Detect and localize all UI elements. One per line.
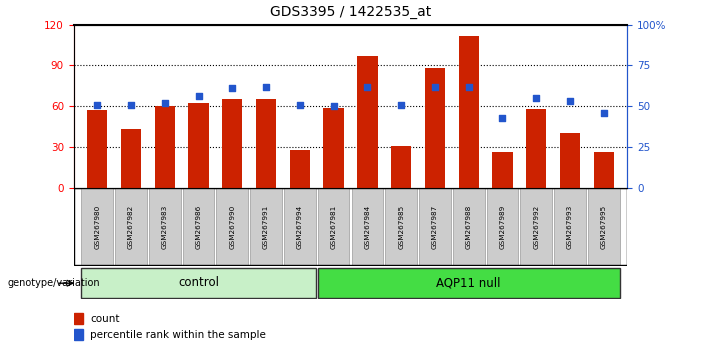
FancyBboxPatch shape	[318, 268, 620, 298]
FancyBboxPatch shape	[115, 188, 147, 265]
FancyBboxPatch shape	[149, 188, 181, 265]
Point	[193, 93, 204, 99]
Bar	[74, 313, 83, 324]
Bar	[358, 56, 378, 188]
Text: GSM267993: GSM267993	[567, 205, 573, 249]
Point	[497, 115, 508, 120]
Point	[159, 100, 170, 106]
Text: GSM267991: GSM267991	[263, 205, 269, 249]
Bar	[594, 152, 614, 188]
Text: GSM267982: GSM267982	[128, 205, 134, 249]
Bar	[560, 133, 580, 188]
FancyBboxPatch shape	[217, 188, 248, 265]
Text: GSM267981: GSM267981	[331, 205, 336, 249]
FancyBboxPatch shape	[351, 188, 383, 265]
Point	[429, 84, 440, 90]
Text: GSM267990: GSM267990	[229, 205, 236, 249]
Text: GSM267995: GSM267995	[601, 205, 607, 249]
Text: GSM267987: GSM267987	[432, 205, 438, 249]
Text: GSM267989: GSM267989	[499, 205, 505, 249]
Point	[395, 102, 407, 107]
FancyBboxPatch shape	[520, 188, 552, 265]
FancyBboxPatch shape	[284, 188, 315, 265]
Bar	[74, 329, 83, 340]
Point	[598, 110, 609, 115]
Bar	[526, 109, 546, 188]
Text: GSM267980: GSM267980	[94, 205, 100, 249]
Bar	[155, 106, 175, 188]
Text: GDS3395 / 1422535_at: GDS3395 / 1422535_at	[270, 5, 431, 19]
FancyBboxPatch shape	[318, 188, 350, 265]
Point	[531, 95, 542, 101]
FancyBboxPatch shape	[250, 188, 282, 265]
Text: percentile rank within the sample: percentile rank within the sample	[90, 330, 266, 339]
FancyBboxPatch shape	[588, 188, 620, 265]
Bar	[222, 99, 243, 188]
Text: GSM267983: GSM267983	[162, 205, 168, 249]
Text: control: control	[178, 276, 219, 289]
Bar	[458, 36, 479, 188]
FancyBboxPatch shape	[81, 188, 113, 265]
Text: count: count	[90, 314, 120, 324]
Bar	[290, 150, 310, 188]
Bar	[425, 68, 445, 188]
Bar	[189, 103, 209, 188]
Point	[294, 102, 306, 107]
FancyBboxPatch shape	[453, 188, 484, 265]
Text: GSM267992: GSM267992	[533, 205, 539, 249]
FancyBboxPatch shape	[419, 188, 451, 265]
Bar	[256, 99, 276, 188]
Point	[328, 103, 339, 109]
Point	[564, 98, 576, 104]
Point	[226, 85, 238, 91]
FancyBboxPatch shape	[386, 188, 417, 265]
Bar	[87, 110, 107, 188]
Text: genotype/variation: genotype/variation	[7, 278, 100, 288]
FancyBboxPatch shape	[554, 188, 586, 265]
Point	[463, 84, 475, 90]
FancyBboxPatch shape	[81, 268, 315, 298]
Bar	[323, 108, 343, 188]
Point	[125, 102, 137, 107]
Point	[362, 84, 373, 90]
Bar	[492, 152, 512, 188]
Text: GSM267984: GSM267984	[365, 205, 370, 249]
Text: GSM267986: GSM267986	[196, 205, 202, 249]
Text: GSM267994: GSM267994	[297, 205, 303, 249]
Text: GSM267985: GSM267985	[398, 205, 404, 249]
FancyBboxPatch shape	[183, 188, 215, 265]
Bar	[121, 129, 141, 188]
Bar	[391, 145, 411, 188]
Text: GSM267988: GSM267988	[465, 205, 472, 249]
Point	[261, 84, 272, 90]
FancyBboxPatch shape	[486, 188, 518, 265]
Point	[92, 102, 103, 107]
Text: AQP11 null: AQP11 null	[437, 276, 501, 289]
